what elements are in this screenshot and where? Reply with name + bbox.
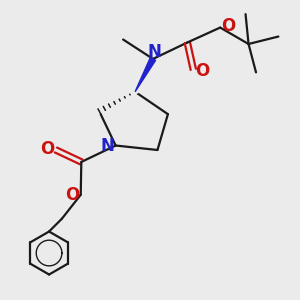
Text: O: O (40, 140, 55, 158)
Text: N: N (100, 136, 114, 154)
Polygon shape (135, 58, 156, 92)
Text: N: N (148, 44, 161, 62)
Text: O: O (195, 62, 209, 80)
Text: O: O (65, 186, 80, 204)
Text: O: O (221, 17, 236, 35)
